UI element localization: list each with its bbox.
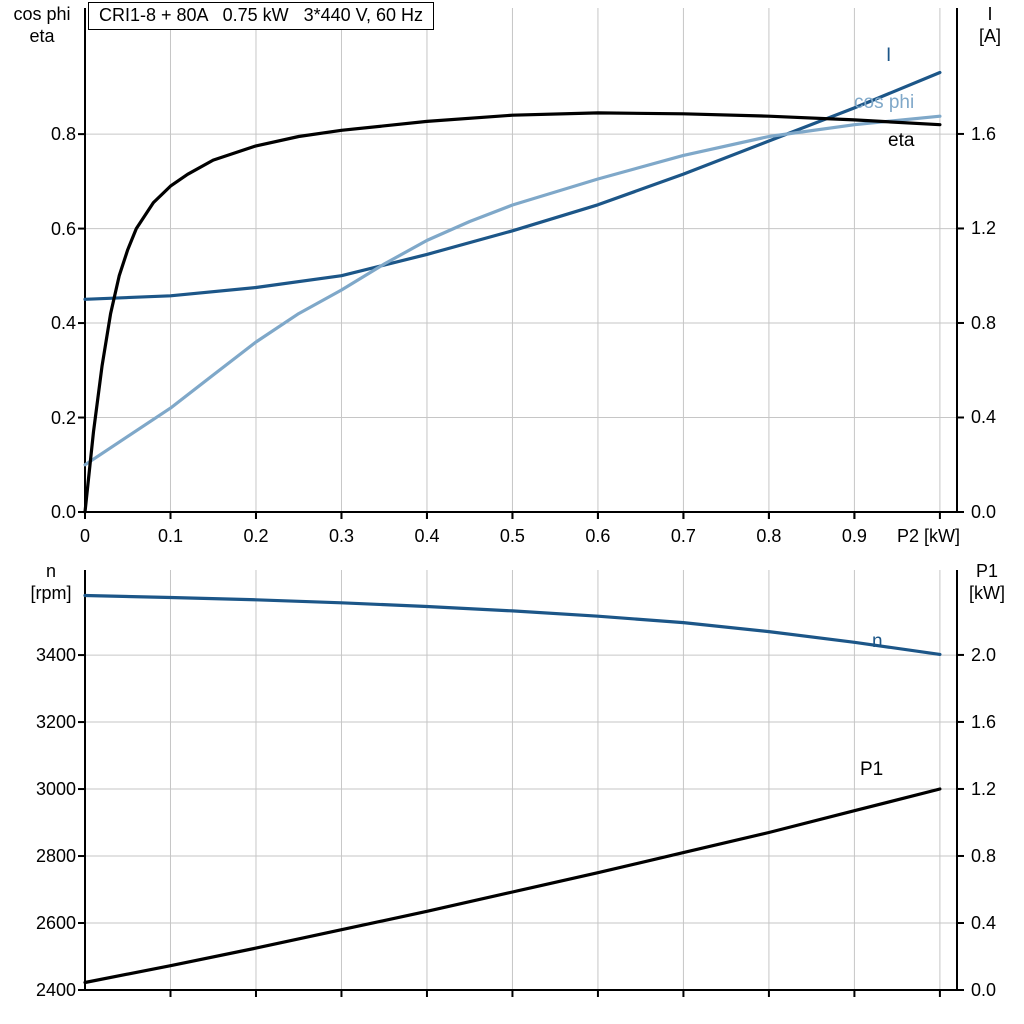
x-tick-label: 0.8 <box>756 526 782 546</box>
left-axis-title-line2: [rpm] <box>30 583 72 603</box>
x-tick-label: 0 <box>79 526 90 546</box>
y-left-tick-label: 3000 <box>35 779 76 800</box>
x-tick-label: 0.1 <box>157 526 183 546</box>
y-left-tick-label: 0.8 <box>50 124 76 145</box>
y-right-tick-label: 1.6 <box>971 711 997 732</box>
series-P1 <box>83 787 942 985</box>
left-axis-title-line1: n <box>45 561 56 581</box>
y-right-tick-label: 2.0 <box>971 644 997 665</box>
chart-title-box: CRI1-8 + 80A 0.75 kW 3*440 V, 60 Hz <box>88 2 435 30</box>
y-left-tick-label: 0.4 <box>50 313 76 334</box>
series-label-cos phi: cos phi <box>854 92 915 113</box>
x-tick-label: 0.7 <box>670 526 696 546</box>
y-right-tick-label: 0.4 <box>971 407 997 428</box>
y-right-tick-label: 0.0 <box>971 502 997 522</box>
series-I <box>83 70 942 301</box>
bottom-chart-left-axis-title: n [rpm] <box>18 560 84 604</box>
left-axis-title-line1: cos phi <box>13 4 71 24</box>
right-axis-title-line2: [kW] <box>969 583 1005 603</box>
series-n <box>83 593 942 657</box>
series-label-I: I <box>886 45 892 66</box>
y-right-tick-label: 0.4 <box>971 912 997 933</box>
top-chart-right-axis-title: I [A] <box>960 3 1020 47</box>
right-axis-title-line2: [A] <box>978 26 1001 46</box>
y-right-tick-label: 1.6 <box>971 123 997 144</box>
y-left-tick-label: 0.6 <box>50 218 76 239</box>
y-left-tick-label: 2400 <box>35 980 76 1000</box>
left-axis-title-line2: eta <box>29 26 55 46</box>
series-eta <box>83 111 942 514</box>
y-right-tick-label: 0.8 <box>971 312 997 333</box>
bottom-chart-right-axis-title: P1 [kW] <box>956 560 1018 604</box>
series-label-P1: P1 <box>860 759 884 780</box>
y-right-tick-label: 0.8 <box>971 845 997 866</box>
y-right-tick-label: 0.0 <box>971 980 997 1000</box>
right-axis-title-line1: I <box>987 4 993 24</box>
y-left-tick-label: 3400 <box>35 645 76 666</box>
y-right-tick-label: 1.2 <box>971 778 997 799</box>
x-axis-label: P2 [kW] <box>896 526 960 546</box>
y-left-tick-label: 2800 <box>35 846 76 867</box>
x-tick-label: 0.3 <box>328 526 354 546</box>
y-left-tick-label: 2600 <box>35 913 76 933</box>
x-tick-label: 0.5 <box>499 526 525 546</box>
x-tick-label: 0.2 <box>243 526 269 546</box>
x-tick-label: 0.6 <box>585 526 611 546</box>
y-left-tick-label: 0.2 <box>50 407 76 428</box>
x-tick-label: 0.9 <box>841 526 867 546</box>
top-chart-left-axis-title: cos phi eta <box>4 3 80 47</box>
y-right-tick-label: 1.2 <box>971 218 997 239</box>
series-label-eta: eta <box>888 130 915 151</box>
series-cos phi <box>83 114 942 467</box>
y-left-tick-label: 0.0 <box>50 502 76 522</box>
series-label-n: n <box>872 631 883 652</box>
y-left-tick-label: 3200 <box>35 712 76 733</box>
x-tick-label: 0.4 <box>414 526 440 546</box>
right-axis-title-line1: P1 <box>975 561 999 581</box>
